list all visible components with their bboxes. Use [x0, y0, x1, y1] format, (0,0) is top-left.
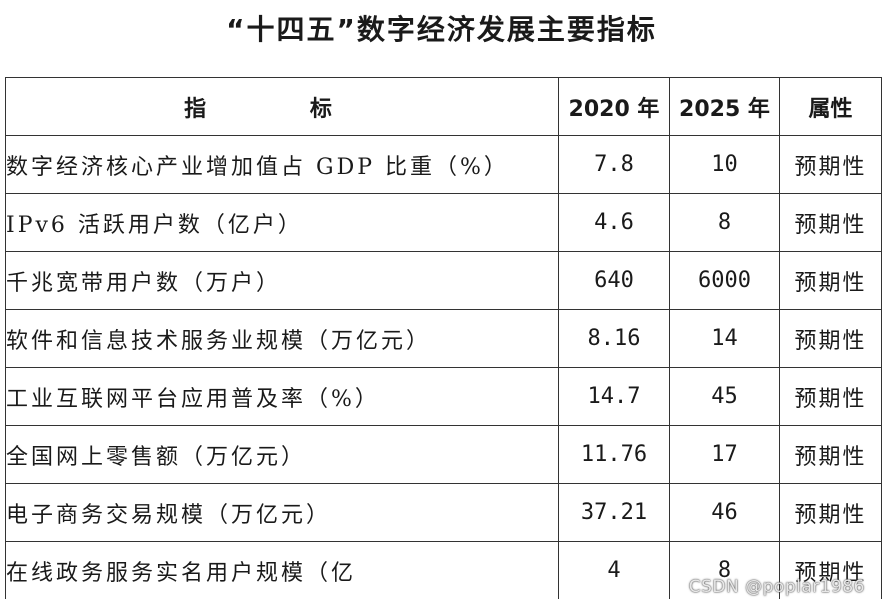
attribute-cell: 预期性 — [779, 309, 882, 368]
value-2025-cell: 45 — [669, 367, 780, 426]
indicator-cell: 软件和信息技术服务业规模（万亿元） — [5, 309, 559, 368]
table-row: 全国网上零售额（万亿元） 11.76 17 预期性 — [5, 425, 882, 484]
header-indicator: 指 标 — [5, 77, 559, 136]
attribute-cell: 预期性 — [779, 135, 882, 194]
value-2020-cell: 14.7 — [558, 367, 670, 426]
indicator-cell: 数字经济核心产业增加值占 GDP 比重（%） — [5, 135, 559, 194]
value-2020-cell: 7.8 — [558, 135, 670, 194]
indicator-cell: 千兆宽带用户数（万户） — [5, 251, 559, 310]
indicator-cell: 全国网上零售额（万亿元） — [5, 425, 559, 484]
value-2025-cell: 8 — [669, 541, 780, 599]
indicator-cell: 电子商务交易规模（万亿元） — [5, 483, 559, 542]
indicators-table: 指 标 2020 年 2025 年 属性 数字经济核心产业增加值占 GDP 比重… — [5, 77, 882, 599]
value-2025-cell: 46 — [669, 483, 780, 542]
attribute-cell: 预期性 — [779, 251, 882, 310]
attribute-cell: 预期性 — [779, 483, 882, 542]
table-row: 在线政务服务实名用户规模（亿 4 8 预期性 — [5, 541, 882, 599]
header-2025: 2025 年 — [669, 77, 780, 136]
table-row: 软件和信息技术服务业规模（万亿元） 8.16 14 预期性 — [5, 309, 882, 368]
value-2020-cell: 37.21 — [558, 483, 670, 542]
value-2025-cell: 14 — [669, 309, 780, 368]
indicator-cell: 工业互联网平台应用普及率（%） — [5, 367, 559, 426]
value-2020-cell: 4.6 — [558, 193, 670, 252]
attribute-cell: 预期性 — [779, 193, 882, 252]
value-2020-cell: 640 — [558, 251, 670, 310]
header-2020: 2020 年 — [558, 77, 670, 136]
table-row: 电子商务交易规模（万亿元） 37.21 46 预期性 — [5, 483, 882, 542]
table-row: 工业互联网平台应用普及率（%） 14.7 45 预期性 — [5, 367, 882, 426]
attribute-cell: 预期性 — [779, 541, 882, 599]
indicator-cell: IPv6 活跃用户数（亿户） — [5, 193, 559, 252]
value-2025-cell: 17 — [669, 425, 780, 484]
indicator-cell: 在线政务服务实名用户规模（亿 — [5, 541, 559, 599]
attribute-cell: 预期性 — [779, 367, 882, 426]
table-row: IPv6 活跃用户数（亿户） 4.6 8 预期性 — [5, 193, 882, 252]
value-2025-cell: 8 — [669, 193, 780, 252]
value-2020-cell: 11.76 — [558, 425, 670, 484]
value-2025-cell: 10 — [669, 135, 780, 194]
table-row: 千兆宽带用户数（万户） 640 6000 预期性 — [5, 251, 882, 310]
attribute-cell: 预期性 — [779, 425, 882, 484]
value-2020-cell: 8.16 — [558, 309, 670, 368]
table-row: 数字经济核心产业增加值占 GDP 比重（%） 7.8 10 预期性 — [5, 135, 882, 194]
value-2025-cell: 6000 — [669, 251, 780, 310]
header-attribute: 属性 — [779, 77, 882, 136]
page-title: “十四五”数字经济发展主要指标 — [226, 13, 657, 46]
watermark: CSDN @poplar1986 — [688, 577, 865, 597]
table-header-row: 指 标 2020 年 2025 年 属性 — [5, 77, 882, 136]
value-2020-cell: 4 — [558, 541, 670, 599]
